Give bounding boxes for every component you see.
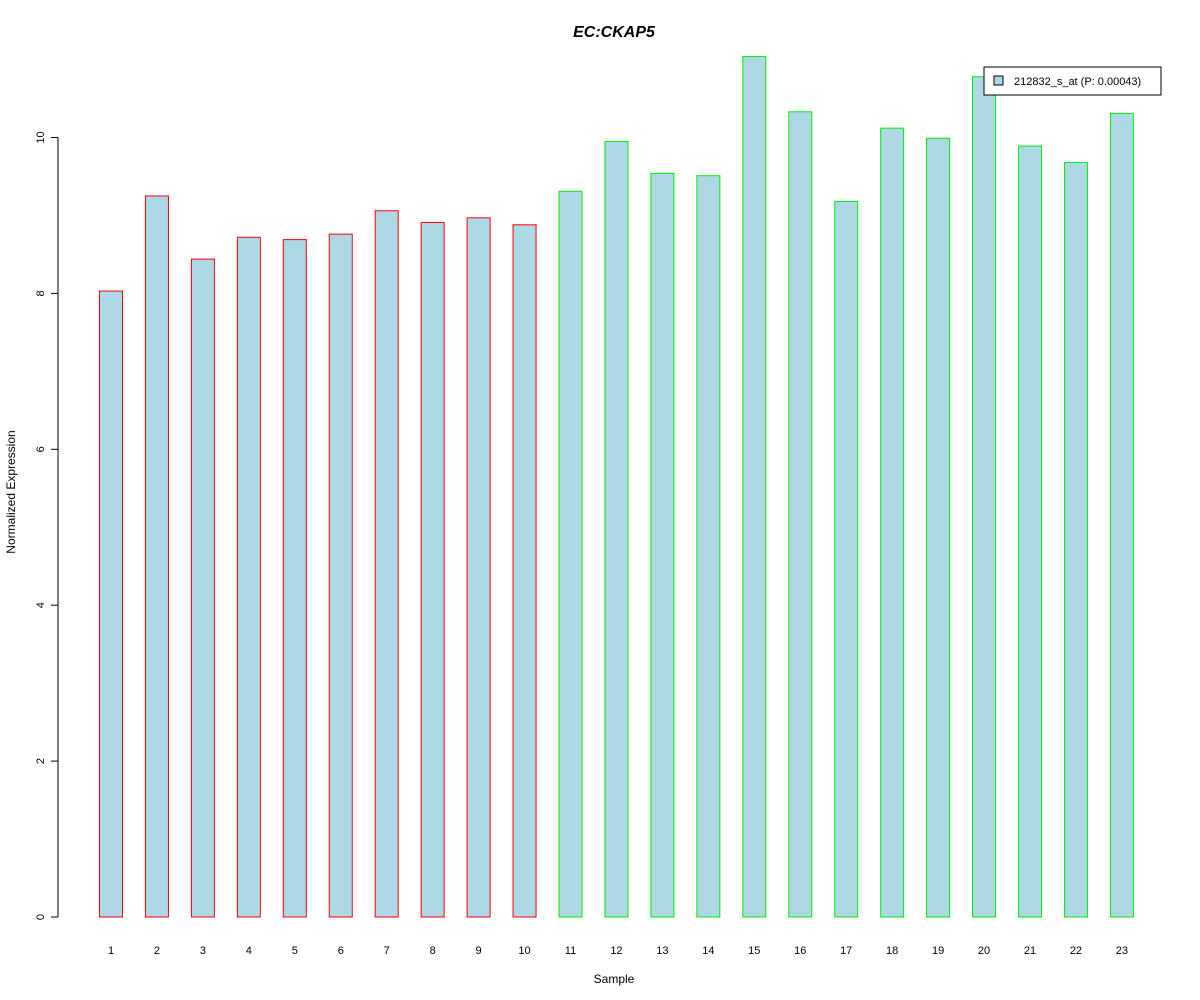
legend: 212832_s_at (P: 0.00043) [983,66,1162,96]
bar [604,140,629,918]
x-tick-label: 7 [384,945,390,957]
y-axis: 0 2 4 6 8 10 [35,131,59,920]
bar [558,190,583,918]
x-tick-label: 8 [430,945,436,957]
x-tick-label: 9 [476,945,482,957]
x-tick-label: 13 [656,945,668,957]
bar [788,111,813,918]
x-tick-label: 3 [200,945,206,957]
bar [144,195,169,918]
x-tick-label: 1 [108,945,114,957]
y-axis-label: Normalized Expression [4,430,18,553]
x-tick-label: 6 [338,945,344,957]
bar [282,239,307,918]
x-tick-label: 23 [1116,945,1128,957]
bar [834,200,859,918]
bar [1063,161,1088,918]
x-axis-label: Sample [594,972,635,986]
x-tick-labels: 1 2 3 4 5 6 7 8 9 10 11 12 13 14 15 16 17 18 19 20 21 22 23 [108,945,1128,957]
x-tick-label: 20 [978,945,990,957]
bar [880,127,905,918]
x-tick-label: 4 [246,945,252,957]
bar [420,221,445,918]
bar [374,210,399,918]
x-tick-label: 15 [748,945,760,957]
y-tick-label: 8 [35,290,47,296]
legend-swatch [993,75,1004,86]
x-tick-label: 17 [840,945,852,957]
bar [926,137,951,918]
x-tick-label: 11 [565,945,576,957]
x-tick-label: 19 [932,945,944,957]
x-tick-label: 12 [610,945,622,957]
bar [650,172,675,918]
chart-title: EC:CKAP5 [573,24,656,41]
bars-group [99,55,1134,918]
bar [972,76,997,918]
x-tick-label: 18 [886,945,898,957]
bar [328,233,353,918]
bar [236,236,261,918]
x-tick-label: 2 [154,945,160,957]
bar [1018,145,1042,918]
bar [99,290,123,918]
x-tick-label: 22 [1070,945,1082,957]
bar [512,224,537,918]
y-tick-label: 0 [35,914,47,920]
x-tick-label: 10 [518,945,530,957]
bar [466,217,491,918]
y-tick-label: 10 [35,131,47,143]
bar [696,175,721,918]
bar [190,258,215,918]
x-tick-label: 21 [1024,945,1036,957]
legend-label: 212832_s_at (P: 0.00043) [1014,76,1141,88]
y-tick-label: 4 [35,602,47,608]
x-tick-label: 14 [702,945,714,957]
y-tick-label: 2 [35,758,47,764]
bar [742,55,767,918]
bar [1109,112,1134,918]
y-tick-label: 6 [35,446,47,452]
legend-box [983,66,1162,96]
x-tick-label: 5 [292,945,298,957]
x-tick-label: 16 [794,945,806,957]
